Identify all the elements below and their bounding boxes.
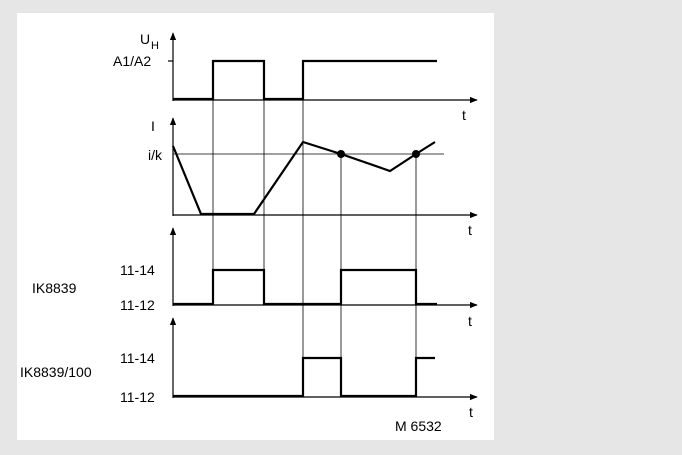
ik8839-high-label: 11-14 — [120, 262, 155, 278]
signal-ik8839: IK8839 11-14 11-12 t — [32, 227, 478, 329]
uh-level-label: A1/A2 — [113, 53, 151, 69]
ik8839-device-label: IK8839 — [32, 280, 77, 296]
current-crossing-point-1 — [337, 150, 345, 158]
uh-label-sub: H — [151, 40, 159, 52]
ik8839-100-low-label: 11-12 — [120, 389, 155, 405]
current-trace — [171, 140, 436, 216]
diagram-panel: U H A1/A2 t I i/k t IK8839 11-14 11-12 t… — [17, 13, 494, 440]
current-level-label: i/k — [148, 147, 163, 163]
ik8839-low-label: 11-12 — [120, 297, 155, 313]
uh-label-main: U — [140, 31, 150, 47]
ik8839-t-label: t — [468, 313, 472, 329]
uh-t-label: t — [462, 107, 466, 123]
timing-diagram: U H A1/A2 t I i/k t IK8839 11-14 11-12 t… — [20, 31, 478, 434]
signal-uh: U H A1/A2 t — [113, 31, 478, 123]
ik8839-100-device-label: IK8839/100 — [20, 364, 92, 380]
current-crossing-point-2 — [412, 150, 420, 158]
ik8839-100-trace — [173, 356, 435, 398]
current-t-label: t — [468, 222, 472, 238]
ik8839-100-t-label: t — [469, 404, 473, 420]
ik8839-100-high-label: 11-14 — [120, 350, 155, 366]
uh-trace — [173, 59, 437, 101]
signal-ik8839-100: IK8839/100 11-14 11-12 t — [20, 317, 478, 420]
signal-current: I i/k t — [148, 117, 478, 238]
current-y-label: I — [151, 118, 155, 134]
figure-code: M 6532 — [395, 418, 442, 434]
ik8839-trace — [173, 268, 437, 306]
